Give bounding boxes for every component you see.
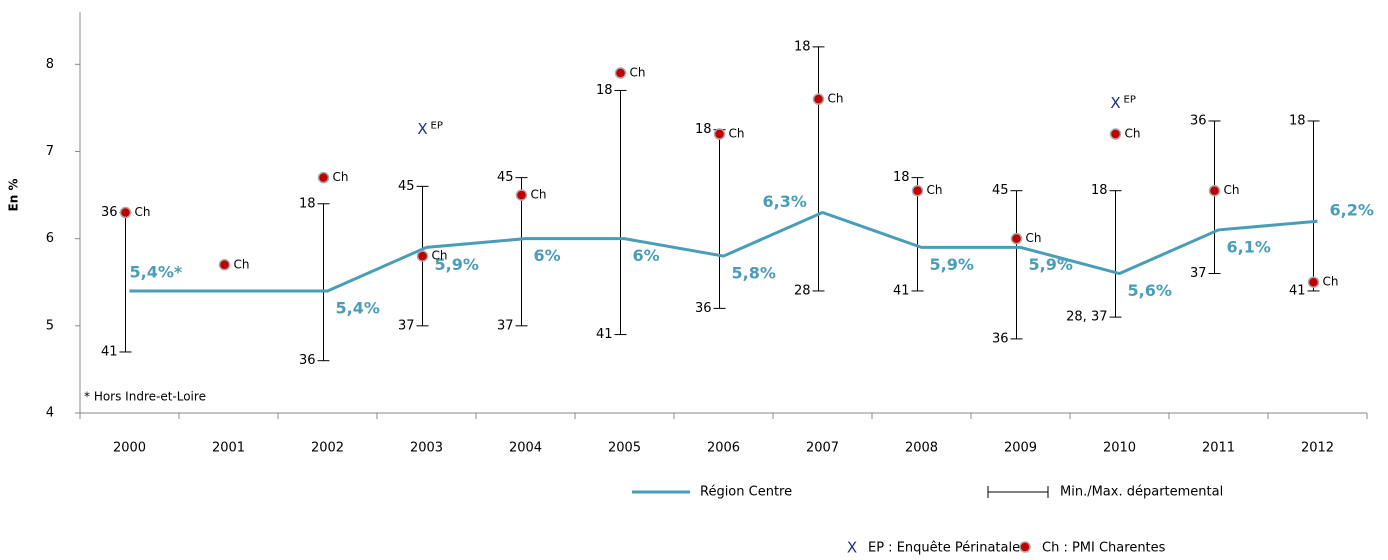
pmi-label: Ch <box>1026 231 1042 245</box>
pmi-label: Ch <box>630 66 646 80</box>
pmi-label: Ch <box>828 92 844 106</box>
value-label: 5,4% <box>336 298 380 317</box>
x-tick-label: 2007 <box>806 441 839 456</box>
x-tick-label: 2003 <box>410 441 443 456</box>
pmi-dot <box>416 250 429 262</box>
pmi-label: Ch <box>1224 183 1240 197</box>
range-min-label: 41 <box>1289 283 1306 298</box>
range-max-label: 36 <box>101 205 118 220</box>
range-max-label: 18 <box>794 39 811 54</box>
pmi-label: Ch <box>729 127 745 141</box>
legend-label: Ch : PMI Charentes <box>1042 541 1166 556</box>
value-label: 6% <box>633 246 660 265</box>
pmi-dot <box>1307 276 1320 288</box>
range-max-label: 18 <box>893 170 910 185</box>
range-min-label: 36 <box>992 331 1009 346</box>
x-tick-label: 2009 <box>1004 441 1037 456</box>
value-label: 6,3% <box>763 192 807 211</box>
value-label: 5,4%* <box>130 262 183 281</box>
range-max-label: 18 <box>596 83 613 98</box>
legend-label: Région Centre <box>700 485 792 500</box>
range-max-label: 45 <box>992 183 1009 198</box>
x-tick-label: 2006 <box>707 441 740 456</box>
range-max-label: 18 <box>1289 113 1306 128</box>
range-max-label: 36 <box>1190 113 1207 128</box>
pmi-dot <box>119 206 132 219</box>
range-min-label: 28, 37 <box>1066 310 1107 325</box>
range-min-label: 37 <box>398 318 415 333</box>
pmi-label: Ch <box>135 205 151 219</box>
pmi-label: Ch <box>1323 275 1339 289</box>
pmi-label: Ch <box>432 249 448 263</box>
value-label: 5,8% <box>732 264 776 283</box>
range-min-label: 41 <box>893 283 910 298</box>
legend-label: Min./Max. départemental <box>1060 485 1223 500</box>
y-tick-label: 4 <box>46 406 54 421</box>
ep-marker: X <box>1110 94 1120 112</box>
range-max-label: 45 <box>398 179 415 194</box>
range-min-label: 37 <box>1190 266 1207 281</box>
x-tick-label: 2005 <box>608 441 641 456</box>
pmi-label: Ch <box>1125 127 1141 141</box>
pmi-dot <box>614 67 627 79</box>
range-min-label: 41 <box>101 344 118 359</box>
range-min-label: 28 <box>794 283 811 298</box>
x-tick-label: 2001 <box>212 441 245 456</box>
ep-label: EP <box>1124 95 1136 106</box>
y-tick-label: 6 <box>46 231 54 246</box>
y-tick-label: 5 <box>46 318 54 333</box>
pmi-dot <box>1208 184 1221 197</box>
pmi-dot <box>911 184 924 197</box>
legend-ep-marker: X <box>847 539 857 557</box>
value-label: 6,2% <box>1330 201 1374 220</box>
value-label: 5,6% <box>1128 281 1172 300</box>
value-label: 5,9% <box>930 255 974 274</box>
note: * Hors Indre-et-Loire <box>84 390 206 404</box>
range-max-label: 18 <box>1091 183 1108 198</box>
y-axis-label: En % <box>7 179 21 212</box>
value-label: 6% <box>534 246 561 265</box>
y-tick-label: 8 <box>46 57 54 72</box>
range-max-label: 45 <box>497 170 514 185</box>
range-min-label: 36 <box>299 353 316 368</box>
pmi-dot <box>713 128 726 140</box>
x-tick-label: 2000 <box>113 441 146 456</box>
pmi-dot <box>812 93 825 105</box>
line <box>129 210 1318 293</box>
x-tick-label: 2002 <box>311 441 344 456</box>
range-min-label: 37 <box>497 318 514 333</box>
x-tick-label: 2011 <box>1202 441 1235 456</box>
pmi-label: Ch <box>234 257 250 271</box>
ep-label: EP <box>431 121 443 132</box>
pmi-dot <box>1010 232 1023 245</box>
value-label: 6,1% <box>1227 237 1271 256</box>
pmi-label: Ch <box>333 170 349 184</box>
x-tick-label: 2004 <box>509 441 542 456</box>
legend-label: EP : Enquête Périnatale <box>868 541 1020 556</box>
range-max-label: 18 <box>299 196 316 211</box>
pmi-label: Ch <box>531 188 547 202</box>
pmi-dot <box>515 189 528 201</box>
pmi-dot <box>218 259 231 271</box>
x-tick-label: 2010 <box>1103 441 1136 456</box>
x-tick-label: 2008 <box>905 441 938 456</box>
x-tick-label: 2012 <box>1301 441 1334 456</box>
range-min-label: 36 <box>695 301 712 316</box>
pmi-dot <box>317 171 330 184</box>
range-max-label: 18 <box>695 122 712 137</box>
value-label: 5,9% <box>435 255 479 274</box>
pmi-label: Ch <box>927 183 943 197</box>
ep-marker: X <box>417 120 427 138</box>
legend-pmi-dot <box>1019 541 1031 553</box>
pmi-dot <box>1109 128 1122 140</box>
value-label: 5,9% <box>1029 255 1073 274</box>
range-min-label: 41 <box>596 327 613 342</box>
y-tick-label: 7 <box>46 144 54 159</box>
